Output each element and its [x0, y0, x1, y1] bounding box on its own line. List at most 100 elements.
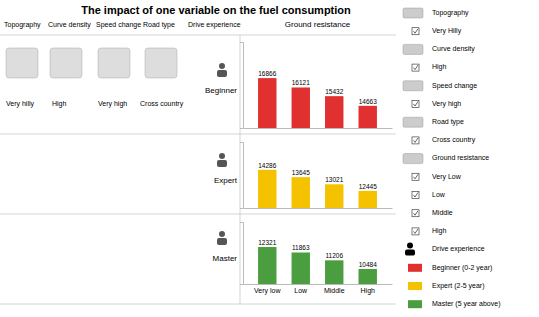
x-axis-line	[244, 128, 393, 129]
data-label: 12321	[258, 239, 276, 246]
legend-checkmark	[414, 102, 419, 107]
x-axis	[244, 208, 393, 209]
legend-label: Master (5 year above)	[432, 300, 500, 308]
y-axis-line	[240, 223, 244, 285]
bar-row: 16866161211543214663	[240, 43, 393, 129]
title: The impact of one variable on the fuel c…	[81, 4, 351, 16]
bar	[258, 78, 276, 128]
data-label: 14663	[359, 98, 377, 105]
bars	[258, 78, 377, 128]
legend-swatch	[408, 300, 422, 308]
legend-label: Very Hilly	[432, 27, 462, 35]
legend-checkbox	[412, 173, 419, 180]
data-label: 10484	[359, 261, 377, 268]
legend-checkmark	[414, 138, 419, 143]
x-tick-label: Middle	[324, 287, 345, 294]
bar	[359, 269, 377, 284]
x-tick: Very low	[254, 284, 281, 295]
x-tick-label: High	[361, 287, 376, 295]
bar	[258, 170, 276, 208]
row-label: Master	[213, 254, 238, 263]
legend-swatch	[408, 282, 422, 290]
x-tick-label: Very low	[254, 287, 281, 295]
separator	[0, 35, 396, 36]
y-axis-line	[240, 143, 244, 209]
variable-icon	[98, 48, 130, 78]
bar	[325, 184, 343, 208]
bar	[325, 260, 343, 284]
bars	[258, 170, 377, 208]
bar	[359, 106, 377, 128]
legend-checkbox	[412, 28, 419, 35]
bar	[258, 247, 276, 284]
person-head	[219, 153, 225, 159]
data-label: 11206	[325, 252, 343, 259]
legend-label: Very Low	[432, 173, 462, 181]
data-label: 14286	[258, 162, 276, 169]
x-axis: Very low Low Middle High	[244, 284, 393, 295]
bar-row: 14286136451302112445	[240, 143, 393, 209]
subtitle: Ground resistance	[285, 20, 351, 29]
variable-icon	[6, 48, 38, 78]
legend-icon	[403, 117, 423, 127]
variable-value: Very high	[98, 100, 127, 108]
person-head	[219, 63, 225, 69]
legend-swatch	[408, 264, 422, 272]
x-tick-label: Low	[294, 287, 308, 294]
person-icon	[217, 231, 227, 245]
variable-value: High	[52, 100, 67, 108]
legend-checkmark	[414, 65, 419, 70]
bar	[292, 252, 310, 284]
variable-icon	[145, 48, 177, 78]
y-axis-line	[240, 43, 244, 129]
bar	[292, 177, 310, 208]
legend-label: Very high	[432, 100, 461, 108]
legend: Topography Very Hilly Curve density High Spe…	[403, 8, 500, 308]
person-body	[217, 70, 227, 77]
x-tick: High	[361, 284, 376, 295]
legend-checkbox	[412, 64, 419, 71]
left-panel: TopographyCurve densitySpeed changeRoad …	[4, 21, 241, 108]
data-label: 13645	[292, 169, 310, 176]
legend-checkbox	[412, 192, 419, 199]
legend-label: Beginner (0-2 year)	[432, 264, 492, 272]
legend-icon	[403, 154, 423, 164]
row-label: Beginner	[205, 86, 237, 95]
column-header: Topography	[4, 21, 41, 29]
data-label: 13021	[325, 176, 343, 183]
bars	[258, 247, 377, 284]
data-label: 16121	[292, 79, 310, 86]
legend-label: Drive experience	[432, 245, 485, 253]
legend-label: Curve density	[432, 45, 475, 53]
legend-checkmark	[414, 29, 419, 34]
y-axis	[240, 223, 244, 285]
legend-label: Cross country	[432, 136, 476, 144]
column-header: Curve density	[48, 21, 91, 29]
variable-icon	[50, 48, 82, 78]
separator	[0, 304, 396, 305]
x-axis-line	[244, 208, 393, 209]
legend-label: Speed change	[432, 82, 477, 90]
legend-label: High	[432, 227, 447, 235]
legend-icon	[403, 8, 423, 18]
legend-checkmark	[414, 174, 419, 179]
y-axis	[240, 43, 244, 129]
legend-label: Middle	[432, 209, 453, 216]
legend-label: High	[432, 63, 447, 71]
separator	[240, 35, 241, 304]
bar	[325, 96, 343, 128]
chart-root: The impact of one variable on the fuel c…	[0, 0, 539, 317]
column-header: Drive experience	[188, 21, 241, 29]
legend-label: Topography	[432, 9, 469, 17]
person-icon	[217, 153, 227, 167]
person-head	[219, 231, 225, 237]
legend-person-body	[405, 250, 415, 256]
variable-value: Cross country	[140, 100, 184, 108]
legend-person-head	[407, 243, 413, 249]
legend-label: Low	[432, 191, 446, 198]
legend-checkbox	[412, 101, 419, 108]
legend-icon	[403, 44, 423, 54]
data-label: 15432	[325, 88, 343, 95]
legend-checkbox	[412, 137, 419, 144]
legend-label: Road type	[432, 118, 464, 126]
